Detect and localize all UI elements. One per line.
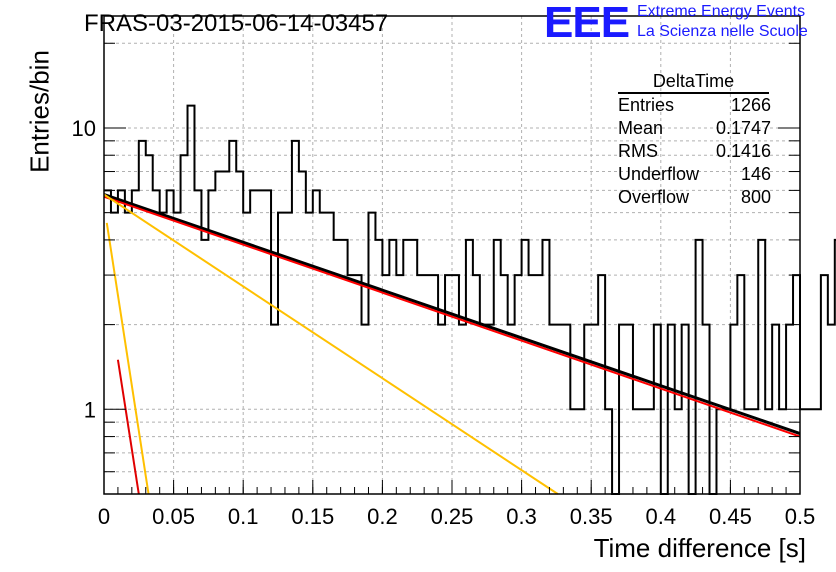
x-tick-label: 0.5 bbox=[785, 504, 816, 529]
fit-line bbox=[116, 359, 140, 495]
logo-line-2: La Scienza nelle Scuole bbox=[637, 23, 808, 40]
x-tick-label: 0.15 bbox=[291, 504, 334, 529]
stats-value: 0.1416 bbox=[715, 141, 771, 161]
chart-title: FRAS-03-2015-06-14-03457 bbox=[84, 10, 389, 37]
eee-logo: EEE bbox=[544, 0, 630, 47]
x-tick-label: 0.3 bbox=[506, 504, 537, 529]
x-tick-label: 0.4 bbox=[646, 504, 677, 529]
stats-box: DeltaTime Entries 1266 Mean 0.1747 RMS 0.14… bbox=[610, 70, 777, 209]
stats-label: Overflow bbox=[618, 187, 690, 207]
stats-value: 146 bbox=[740, 164, 771, 184]
fit-line bbox=[103, 195, 801, 438]
histogram bbox=[104, 104, 836, 495]
stats-label: RMS bbox=[618, 141, 658, 161]
stats-row: Mean 0.1747 bbox=[610, 117, 777, 140]
stats-value: 800 bbox=[740, 187, 771, 207]
histogram-step bbox=[104, 104, 836, 495]
stats-row: RMS 0.1416 bbox=[610, 140, 777, 163]
y-tick-label: 1 bbox=[84, 397, 96, 422]
fit-line bbox=[105, 222, 150, 495]
stats-value: 0.1747 bbox=[715, 118, 771, 138]
x-tick-label: 0.35 bbox=[570, 504, 613, 529]
fit-line bbox=[103, 193, 801, 435]
stats-row: Entries 1266 bbox=[610, 94, 777, 117]
fit-line bbox=[103, 193, 559, 495]
stats-value: 1266 bbox=[730, 95, 771, 115]
x-tick-label: 0.2 bbox=[367, 504, 398, 529]
y-axis-label: Entries/bin bbox=[24, 50, 55, 173]
stats-label: Underflow bbox=[618, 164, 700, 184]
stats-label: Entries bbox=[618, 95, 675, 115]
x-tick-label: 0.45 bbox=[709, 504, 752, 529]
fit-lines bbox=[103, 193, 801, 495]
x-tick-label: 0 bbox=[98, 504, 110, 529]
x-tick-label: 0.1 bbox=[228, 504, 259, 529]
axis-ticks: 0 0.05 0.1 0.15 0.2 0.25 0.3 0.35 0.4 0.45 0.5 1 10 bbox=[72, 42, 816, 529]
stats-label: Mean bbox=[618, 118, 664, 138]
y-tick-label: 10 bbox=[72, 116, 96, 141]
stats-row: Overflow 800 bbox=[610, 186, 777, 209]
x-tick-label: 0.25 bbox=[431, 504, 474, 529]
stats-title: DeltaTime bbox=[618, 70, 769, 94]
logo-line-1: Extreme Energy Events bbox=[637, 3, 806, 20]
x-axis-label: Time difference [s] bbox=[593, 533, 806, 563]
stats-row: Underflow 146 bbox=[610, 163, 777, 186]
x-tick-label: 0.05 bbox=[152, 504, 195, 529]
